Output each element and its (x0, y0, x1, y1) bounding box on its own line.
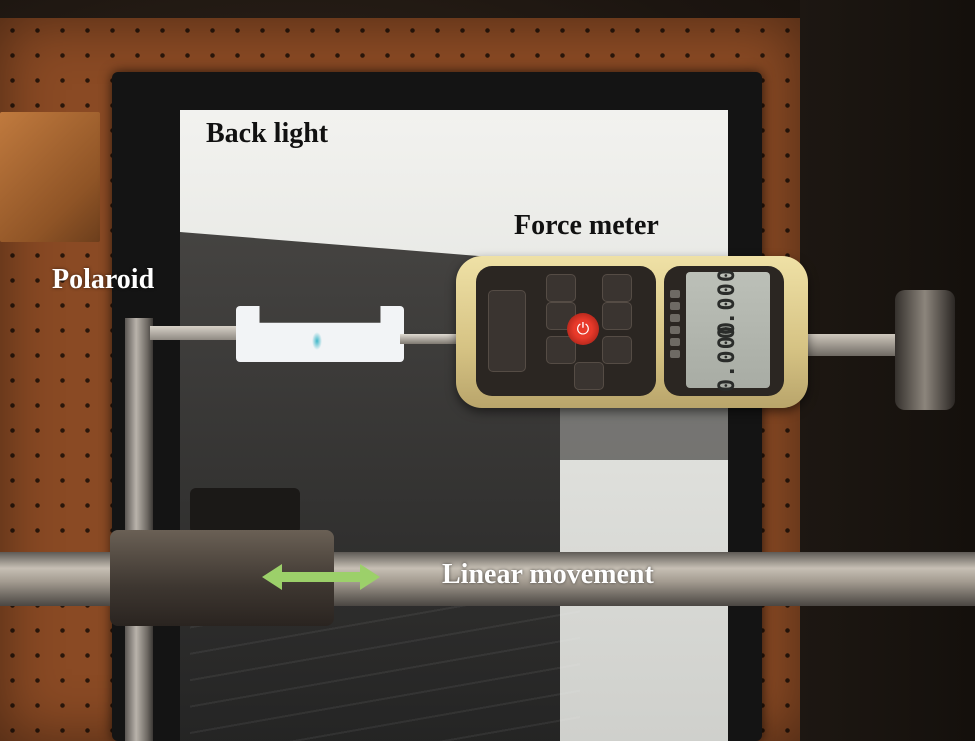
polaroid-label: Polaroid (52, 264, 155, 295)
clamp-knob (190, 488, 300, 534)
meter-key (546, 274, 576, 302)
wood-block (0, 112, 100, 242)
power-icon: ⏻ (567, 313, 599, 345)
lcd-indicators (670, 290, 682, 362)
meter-key (574, 362, 604, 390)
back-light-label: Back light (206, 118, 329, 149)
meter-hook (400, 334, 462, 344)
meter-key (546, 336, 576, 364)
meter-key (602, 336, 632, 364)
meter-key (602, 274, 632, 302)
meter-key (602, 302, 632, 330)
sample-arm (150, 326, 245, 340)
meter-key-panel (488, 290, 526, 372)
sample-mark (312, 332, 322, 350)
lcd-display: 0.000 0.000 (686, 268, 770, 392)
right-fixture (895, 290, 955, 410)
vertical-post (125, 318, 153, 741)
linear-movement-label: Linear movement (442, 559, 654, 590)
right-shaft (795, 334, 915, 356)
force-meter-label: Force meter (514, 210, 659, 241)
double-headed-arrow-icon (262, 564, 380, 590)
lcd-reading-bottom: 0.000 (715, 320, 741, 393)
